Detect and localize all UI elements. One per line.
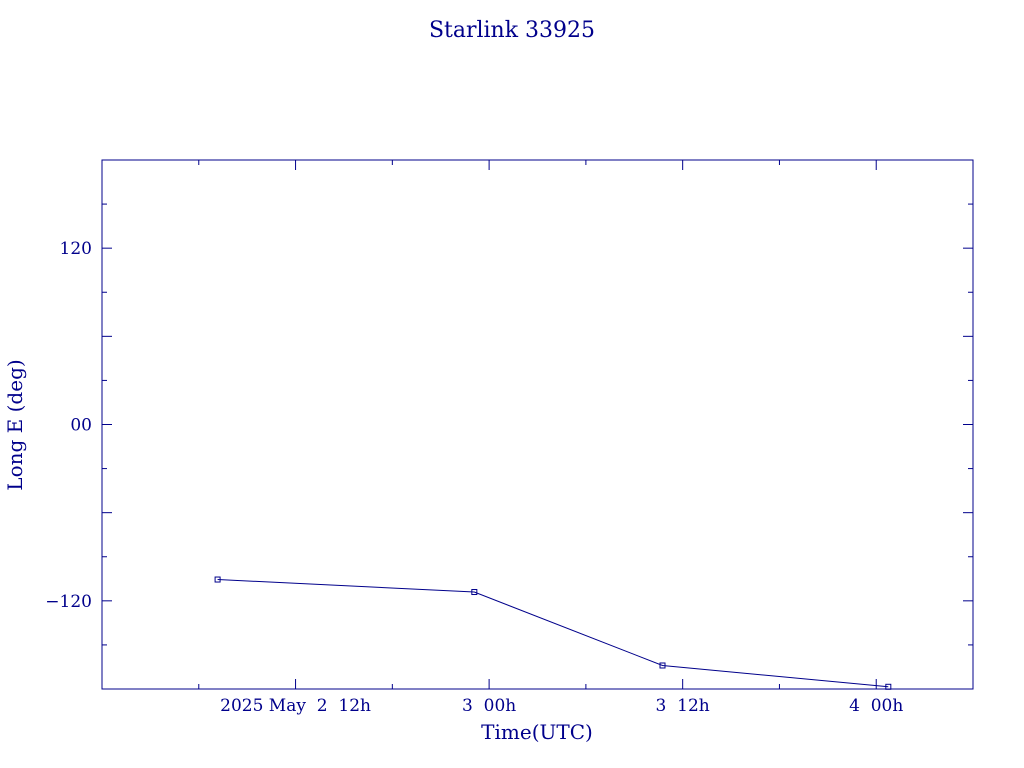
chart-title: Starlink 33925 xyxy=(429,18,595,43)
x-tick-label: 4 00h xyxy=(849,696,903,716)
x-axis-label: Time(UTC) xyxy=(481,720,593,744)
y-tick-label: 120 xyxy=(60,239,92,259)
series-markers xyxy=(214,576,892,690)
y-axis-label: Long E (deg) xyxy=(3,359,27,490)
x-tick-label: 3 12h xyxy=(656,696,710,716)
series-line xyxy=(217,579,889,688)
tick-labels: 2025 May 2 12h 3 00h 3 12h 4 00h 120 00 −120 xyxy=(45,239,903,716)
data-point xyxy=(659,662,666,669)
data-point xyxy=(214,576,221,583)
axis-ticks xyxy=(102,160,973,689)
y-tick-label: −120 xyxy=(45,592,92,612)
x-tick-label: 3 00h xyxy=(462,696,516,716)
data-point xyxy=(885,683,892,690)
x-tick-label: 2025 May 2 12h xyxy=(220,696,371,716)
plot-frame xyxy=(101,159,974,690)
data-point xyxy=(471,589,478,596)
y-tick-label: 00 xyxy=(70,416,92,436)
